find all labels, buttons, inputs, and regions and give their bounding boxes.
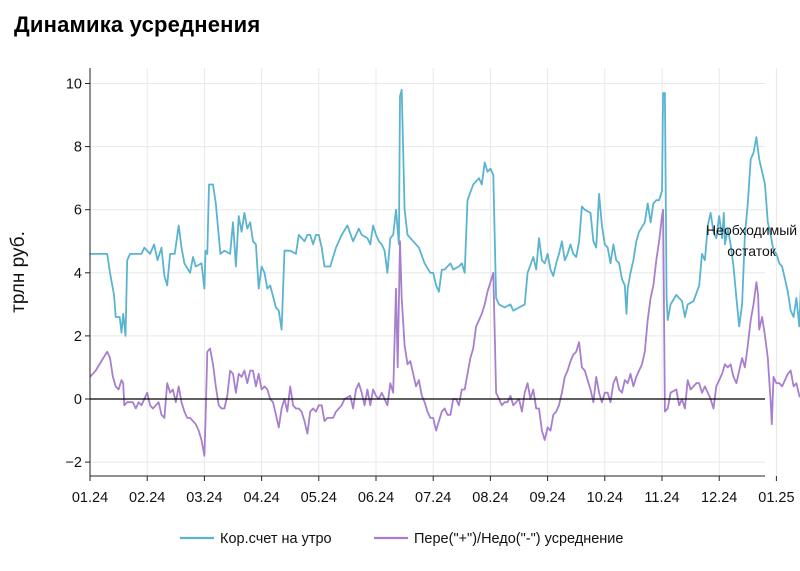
x-tick-label: 09.24 xyxy=(529,490,565,506)
x-tick-label: 07.24 xyxy=(415,490,451,506)
x-tick-label: 05.24 xyxy=(301,490,337,506)
legend-label-2: Пере("+")/Недо("-") усреднение xyxy=(414,531,623,547)
x-tick-label: 06.24 xyxy=(358,490,394,506)
y-tick-label: 4 xyxy=(74,266,82,282)
x-tick-label: 10.24 xyxy=(587,490,623,506)
y-tick-label: 10 xyxy=(66,77,82,93)
series-line-1 xyxy=(90,88,800,337)
y-tick-label: 0 xyxy=(74,392,82,408)
x-tick-label: 08.24 xyxy=(472,490,508,506)
y-tick-label: 2 xyxy=(74,329,82,345)
series-line-2 xyxy=(89,208,800,457)
chart-title: Динамика усреднения xyxy=(14,12,261,37)
legend: Кор.счет на утро Пере("+")/Недо("-") усре… xyxy=(180,531,623,547)
x-tick-label: 11.24 xyxy=(644,490,679,506)
x-tick-label: 02.24 xyxy=(129,490,165,506)
legend-label-1: Кор.счет на утро xyxy=(220,531,332,547)
x-tick-label: 12.24 xyxy=(701,490,737,506)
x-tick-label: 01.25 xyxy=(758,490,794,506)
annotation-text: Необходимый xyxy=(706,222,797,238)
y-tick-label: 8 xyxy=(74,140,82,156)
x-tick-label: 01.24 xyxy=(72,490,108,506)
x-tick-label: 04.24 xyxy=(243,490,279,506)
annotation-text: остаток xyxy=(727,243,777,259)
x-tick-label: 03.24 xyxy=(186,490,222,506)
y-axis-label: трлн руб. xyxy=(8,231,29,313)
y-tick-label: −2 xyxy=(65,455,82,471)
y-tick-label: 6 xyxy=(74,203,82,219)
axes: −2 0 2 4 6 8 10 01.24 02.24 03.24 04.24 05.24 06.24 0… xyxy=(65,68,795,506)
annotations: Необходимый остаток xyxy=(706,222,797,259)
